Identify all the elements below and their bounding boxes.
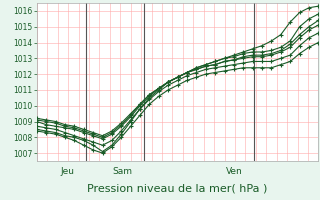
Text: Sam: Sam	[113, 167, 133, 176]
Text: Ven: Ven	[226, 167, 242, 176]
Text: Jeu: Jeu	[61, 167, 75, 176]
Text: Pression niveau de la mer( hPa ): Pression niveau de la mer( hPa )	[87, 183, 268, 193]
